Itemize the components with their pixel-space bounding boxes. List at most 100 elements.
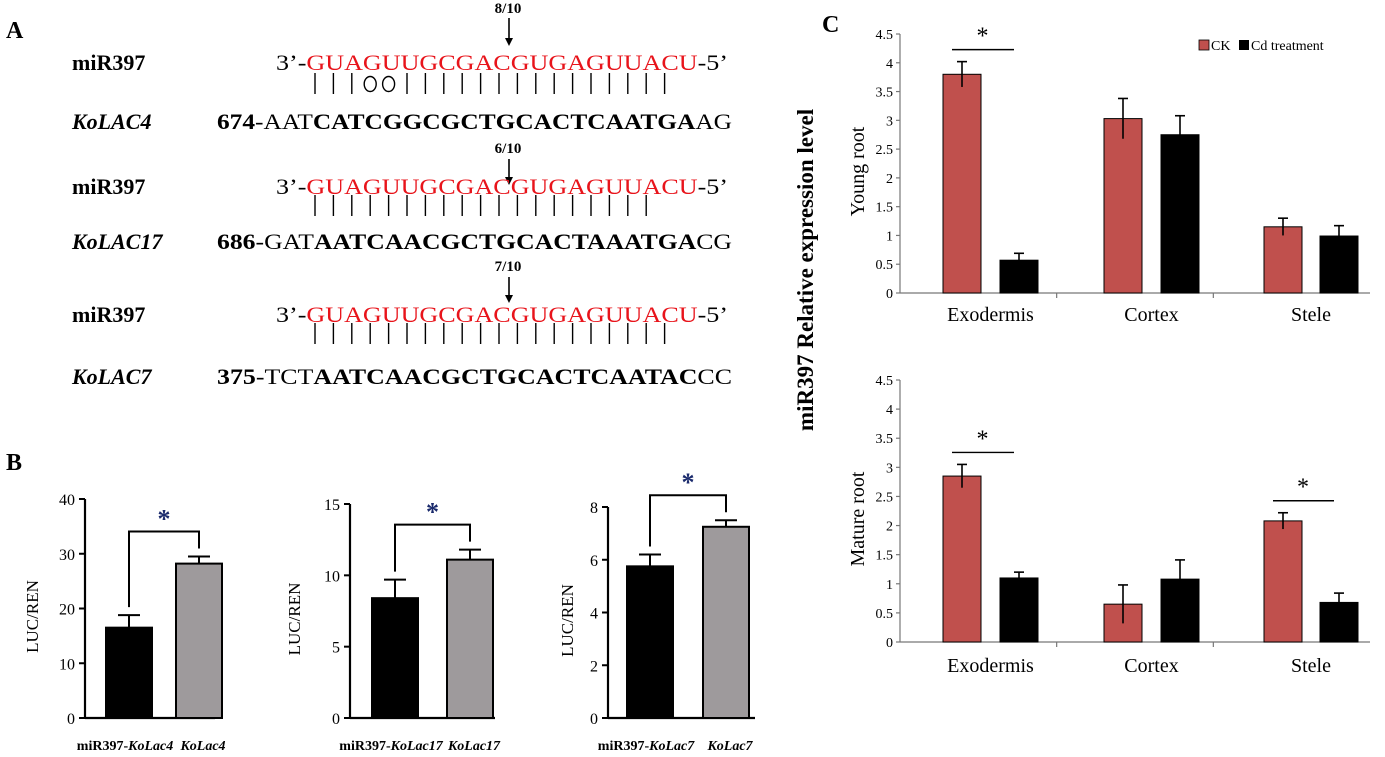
x-category-label: Stele [1291, 304, 1331, 326]
mirna-name: miR397 [72, 50, 145, 75]
y-tick-label: 10 [59, 656, 75, 673]
y-tick-label: 3 [886, 114, 893, 129]
x-category-label: miR397-KoLac4 [77, 739, 173, 754]
base-pairing-row [314, 323, 666, 344]
cleavage-ratio: 8/10 [495, 1, 522, 17]
cleavage-ratio: 6/10 [495, 141, 522, 157]
x-category-label: Stele [1291, 655, 1331, 677]
y-axis-label: LUC/REN [558, 584, 577, 657]
x-category-label: Cortex [1124, 304, 1178, 326]
significance-bracket [394, 523, 471, 572]
y-tick-label: 0.5 [876, 607, 894, 622]
mirna-sequence: 3’- GUAGUUGCGACGUGAGUUACU -5’ [276, 174, 728, 199]
target-gene-name: KoLAC4 [71, 109, 151, 134]
bar [999, 577, 1039, 643]
significance-bracket [128, 530, 200, 608]
x-category-label: KoLac4 [179, 739, 225, 754]
bar [626, 565, 674, 719]
y-tick-label: 0 [886, 636, 893, 651]
bar [942, 73, 982, 294]
y-tick-label: 3.5 [876, 432, 894, 447]
mirna-sequence: 3’- GUAGUUGCGACGUGAGUUACU -5’ [276, 302, 728, 327]
luc-chart-3: 0 2 4 6 8 LUC/REN * miR397-KoLac7 KoLac7 [558, 468, 755, 754]
wobble-pair-icon [381, 75, 396, 93]
y-tick-label: 20 [59, 602, 75, 619]
y-tick-label: 2.5 [876, 490, 894, 505]
y-tick-label: 4.5 [876, 374, 894, 389]
expression-chart-1: 0 0.5 1 1.5 2 2.5 3 3.5 4 4.5 Young root Exodermis C… [847, 24, 1370, 326]
shared-y-axis-label: miR397 Relative expression level [793, 109, 818, 431]
mirna-name: miR397 [72, 174, 145, 199]
y-tick-label: 30 [59, 547, 75, 564]
legend-label: CK [1211, 39, 1230, 54]
y-tick-label: 8 [590, 500, 598, 517]
bar [1103, 118, 1143, 294]
y-tick-label: 2 [886, 520, 893, 535]
y-tick-label: 15 [324, 497, 340, 514]
x-category-label: KoLac7 [706, 739, 753, 754]
y-tick-label: 0 [67, 711, 75, 728]
x-category-label: Exodermis [947, 655, 1034, 677]
base-pairing-row [314, 195, 647, 216]
legend-swatch-cd [1239, 40, 1249, 50]
bar [1263, 520, 1303, 643]
y-axis-label: LUC/REN [285, 583, 304, 656]
y-tick-label: 1 [886, 229, 893, 244]
significance-star: * [158, 504, 171, 533]
y-tick-label: 2 [590, 658, 598, 675]
y-tick-label: 3 [886, 461, 893, 476]
cleavage-arrowhead-icon [505, 38, 513, 46]
y-tick-label: 0 [332, 711, 340, 728]
x-category-label: Exodermis [947, 304, 1034, 326]
y-tick-label: 4.5 [876, 28, 894, 43]
y-tick-label: 2.5 [876, 143, 894, 158]
significance-star: * [1297, 475, 1309, 501]
y-tick-label: 1.5 [876, 201, 894, 216]
target-gene-name: KoLAC17 [71, 229, 163, 254]
y-tick-label: 0 [590, 711, 598, 728]
target-sequence: 375 -TCT AATCAACGCTGCACTCAATAC CC [217, 364, 732, 389]
target-sequence: 674 -AAT CATCGGCGCTGCACTCAATGA AG [217, 109, 732, 134]
legend-label: Cd treatment [1251, 39, 1324, 54]
bar [702, 525, 750, 719]
mirna-name: miR397 [72, 302, 145, 327]
expression-chart-2: 0 0.5 1 1.5 2 2.5 3 3.5 4 4.5 Mature root Exodermis… [847, 374, 1370, 677]
bar [1263, 226, 1303, 294]
mirna-sequence: 3’- GUAGUUGCGACGUGAGUUACU -5’ [276, 50, 728, 75]
cleavage-arrowhead-icon [505, 295, 513, 303]
significance-star: * [977, 426, 989, 452]
legend: CK Cd treatment [1198, 39, 1324, 54]
y-tick-label: 40 [59, 492, 75, 509]
bar [942, 475, 982, 643]
luc-chart-2: 0 5 10 15 LUC/REN * miR397-KoLac17 KoLac17 [285, 497, 501, 754]
y-axis-label: Young root [847, 126, 869, 216]
y-axis-label: LUC/REN [23, 580, 42, 653]
x-category-label: miR397-KoLac17 [339, 739, 443, 754]
y-tick-label: 2 [886, 172, 893, 187]
wobble-pair-icon [363, 75, 377, 93]
panel-label-a: A [6, 18, 24, 44]
bar [175, 562, 223, 719]
luc-chart-1: 0 10 20 30 40 LUC/REN * miR397-KoLac4 KoLac4 [23, 492, 226, 754]
target-sequence: 686 -GAT AATCAACGCTGCACTAAATGA CG [217, 229, 732, 254]
significance-star: * [682, 468, 695, 497]
x-category-label: miR397-KoLac7 [598, 739, 695, 754]
y-tick-label: 0 [886, 287, 893, 302]
y-tick-label: 4 [886, 403, 893, 418]
alignment-panel: 8/10 miR397 3’- GUAGUUGCGACGUGAGUUACU -5’ KoL… [71, 1, 732, 389]
significance-bracket [649, 494, 727, 547]
cleavage-arrowhead-icon [505, 177, 513, 185]
y-tick-label: 4 [886, 57, 893, 72]
y-tick-label: 6 [590, 553, 598, 570]
y-tick-label: 0.5 [876, 258, 894, 273]
significance-star: * [977, 24, 989, 50]
x-category-label: KoLac17 [447, 739, 501, 754]
bar [105, 626, 153, 719]
y-axis-label: Mature root [847, 471, 869, 566]
legend-swatch-ck [1198, 39, 1210, 51]
y-tick-label: 1 [886, 578, 893, 593]
y-tick-label: 3.5 [876, 86, 894, 101]
x-category-label: Cortex [1124, 655, 1178, 677]
